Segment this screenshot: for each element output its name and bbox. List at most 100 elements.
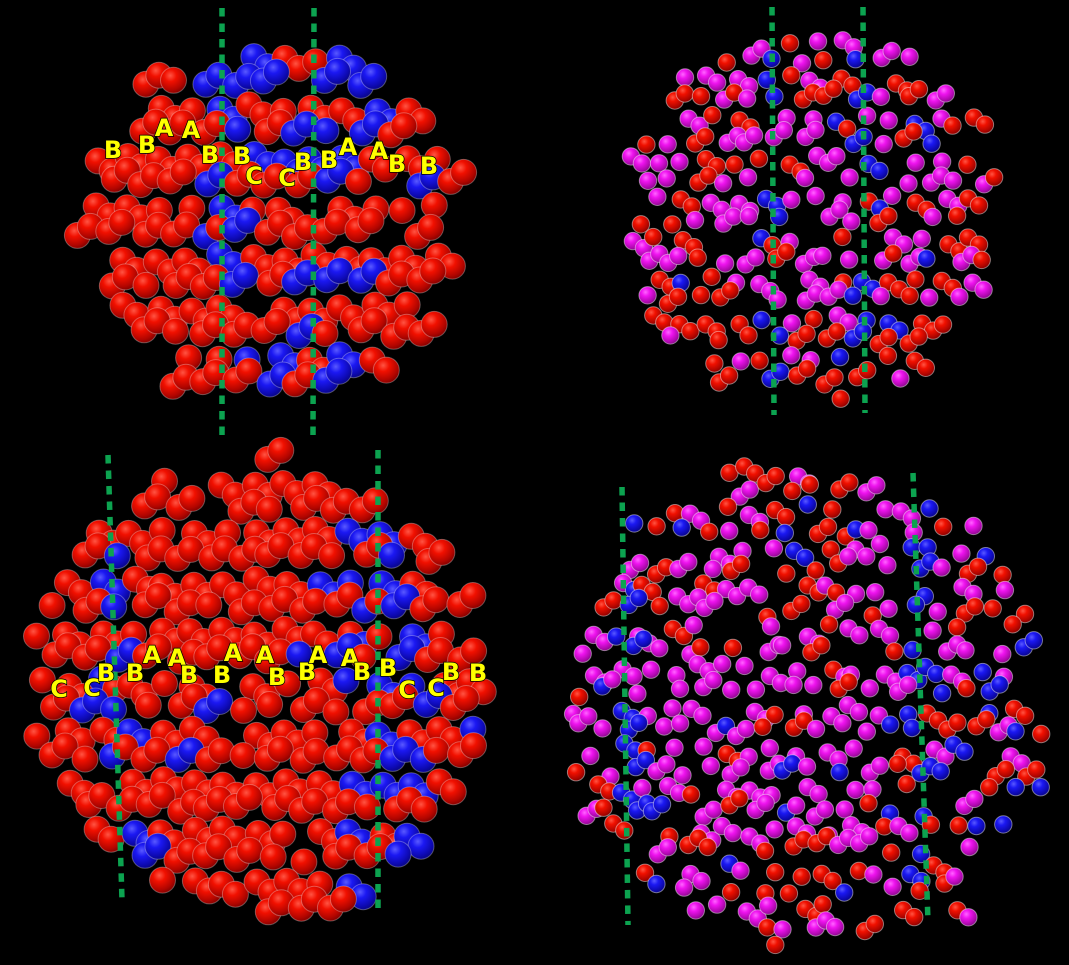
stacking-order-label: B bbox=[104, 136, 122, 164]
stacking-fault-dashed-line bbox=[860, 6, 868, 414]
atom-sphere-magenta bbox=[974, 280, 993, 299]
atom-sphere-red bbox=[647, 517, 666, 536]
atom-sphere-red bbox=[230, 696, 257, 724]
atom-sphere-red bbox=[993, 565, 1012, 585]
stacking-fault-dashed-line bbox=[769, 6, 777, 416]
atom-sphere-magenta bbox=[813, 246, 832, 266]
atom-sphere-magenta bbox=[804, 675, 823, 695]
atom-sphere-red bbox=[719, 366, 739, 385]
atom-sphere-red bbox=[604, 591, 623, 610]
atom-sphere-red bbox=[132, 271, 160, 299]
atom-sphere-magenta bbox=[920, 288, 939, 307]
atom-sphere-magenta bbox=[764, 539, 784, 558]
panel-top-left: B BA AB BC CB B A A B B bbox=[63, 7, 478, 442]
atom-sphere-red bbox=[460, 732, 487, 760]
atom-sphere-blue bbox=[795, 548, 815, 567]
atom-sphere-blue bbox=[843, 286, 863, 305]
atom-sphere-red bbox=[274, 670, 302, 698]
atom-sphere-blue bbox=[1031, 778, 1050, 797]
atom-sphere-red bbox=[1003, 615, 1022, 634]
atom-sphere-magenta bbox=[815, 800, 835, 819]
atom-sphere-magenta bbox=[936, 84, 955, 103]
atom-sphere-red bbox=[145, 633, 172, 661]
atom-sphere-red bbox=[813, 895, 832, 914]
atom-sphere-magenta bbox=[735, 656, 754, 676]
atom-sphere-red bbox=[818, 517, 838, 537]
atom-sphere-blue bbox=[144, 832, 172, 860]
panel-bottom-right bbox=[563, 457, 1051, 955]
atom-sphere-red bbox=[879, 327, 898, 347]
atom-sphere-magenta bbox=[774, 121, 793, 140]
atom-sphere-red bbox=[71, 745, 99, 773]
atom-sphere-red bbox=[235, 357, 263, 385]
atom-sphere-magenta bbox=[765, 820, 784, 839]
atom-sphere-red bbox=[84, 634, 112, 662]
atom-sphere-magenta bbox=[746, 680, 766, 699]
atom-sphere-magenta bbox=[670, 152, 689, 172]
atom-sphere-red bbox=[23, 622, 50, 650]
atom-sphere-magenta bbox=[866, 583, 885, 602]
atom-sphere-magenta bbox=[628, 684, 647, 703]
atom-sphere-red bbox=[221, 880, 249, 908]
stacking-order-label: A bbox=[339, 133, 358, 161]
atom-sphere-magenta bbox=[867, 476, 886, 495]
atom-sphere-magenta bbox=[707, 73, 727, 92]
atom-sphere-red bbox=[410, 795, 438, 823]
atom-sphere-red bbox=[450, 158, 478, 186]
stacking-order-label: A bbox=[370, 137, 389, 165]
atom-sphere-magenta bbox=[860, 679, 879, 698]
atom-sphere-red bbox=[819, 615, 839, 634]
atom-sphere-red bbox=[804, 309, 823, 329]
stacking-order-label: B bbox=[268, 663, 286, 691]
atom-sphere-magenta bbox=[707, 895, 727, 914]
atom-sphere-red bbox=[969, 196, 989, 215]
atom-sphere-red bbox=[360, 307, 388, 335]
atom-sphere-red bbox=[420, 310, 448, 338]
atom-sphere-magenta bbox=[900, 823, 919, 843]
atom-sphere-magenta bbox=[880, 626, 900, 645]
atom-sphere-red bbox=[691, 285, 711, 305]
stacking-order-label: B bbox=[353, 658, 371, 686]
atom-sphere-blue bbox=[262, 58, 290, 86]
atom-sphere-red bbox=[792, 867, 811, 886]
atom-sphere-magenta bbox=[932, 558, 951, 577]
stacking-order-label: A bbox=[155, 114, 174, 142]
atom-sphere-red bbox=[439, 778, 467, 806]
atom-sphere-magenta bbox=[758, 896, 778, 915]
atom-sphere-magenta bbox=[740, 480, 759, 499]
atom-sphere-magenta bbox=[650, 639, 669, 658]
atom-sphere-magenta bbox=[593, 719, 612, 738]
atom-sphere-magenta bbox=[825, 917, 845, 937]
atom-sphere-magenta bbox=[782, 314, 802, 333]
atom-sphere-red bbox=[452, 685, 480, 712]
atom-sphere-red bbox=[916, 358, 935, 377]
atom-sphere-magenta bbox=[923, 621, 942, 640]
atom-sphere-red bbox=[948, 713, 967, 732]
atom-sphere-red bbox=[267, 436, 295, 464]
atom-sphere-red bbox=[422, 586, 450, 614]
atom-sphere-magenta bbox=[773, 920, 792, 939]
atom-sphere-magenta bbox=[760, 738, 779, 758]
stacking-order-label: B bbox=[138, 131, 156, 159]
atom-sphere-magenta bbox=[731, 861, 750, 880]
atom-sphere-blue bbox=[830, 762, 849, 782]
atom-sphere-red bbox=[909, 327, 928, 346]
atom-sphere-magenta bbox=[694, 737, 713, 756]
atom-sphere-magenta bbox=[784, 675, 803, 695]
atom-sphere-red bbox=[905, 907, 924, 927]
stacking-order-label: A bbox=[168, 644, 187, 672]
atom-sphere-blue bbox=[1024, 631, 1044, 650]
atom-sphere-blue bbox=[994, 815, 1013, 834]
atom-sphere-magenta bbox=[658, 838, 677, 857]
atom-sphere-blue bbox=[881, 715, 900, 734]
atom-sphere-red bbox=[696, 127, 715, 146]
atom-sphere-magenta bbox=[846, 780, 865, 800]
atom-sphere-red bbox=[703, 106, 722, 125]
atom-sphere-red bbox=[322, 698, 350, 726]
atom-sphere-magenta bbox=[871, 87, 891, 107]
stacking-order-label: B bbox=[97, 659, 115, 687]
atom-sphere-magenta bbox=[705, 591, 724, 611]
atom-sphere-magenta bbox=[952, 544, 971, 563]
atom-sphere-magenta bbox=[864, 865, 883, 884]
atom-sphere-red bbox=[800, 475, 819, 494]
